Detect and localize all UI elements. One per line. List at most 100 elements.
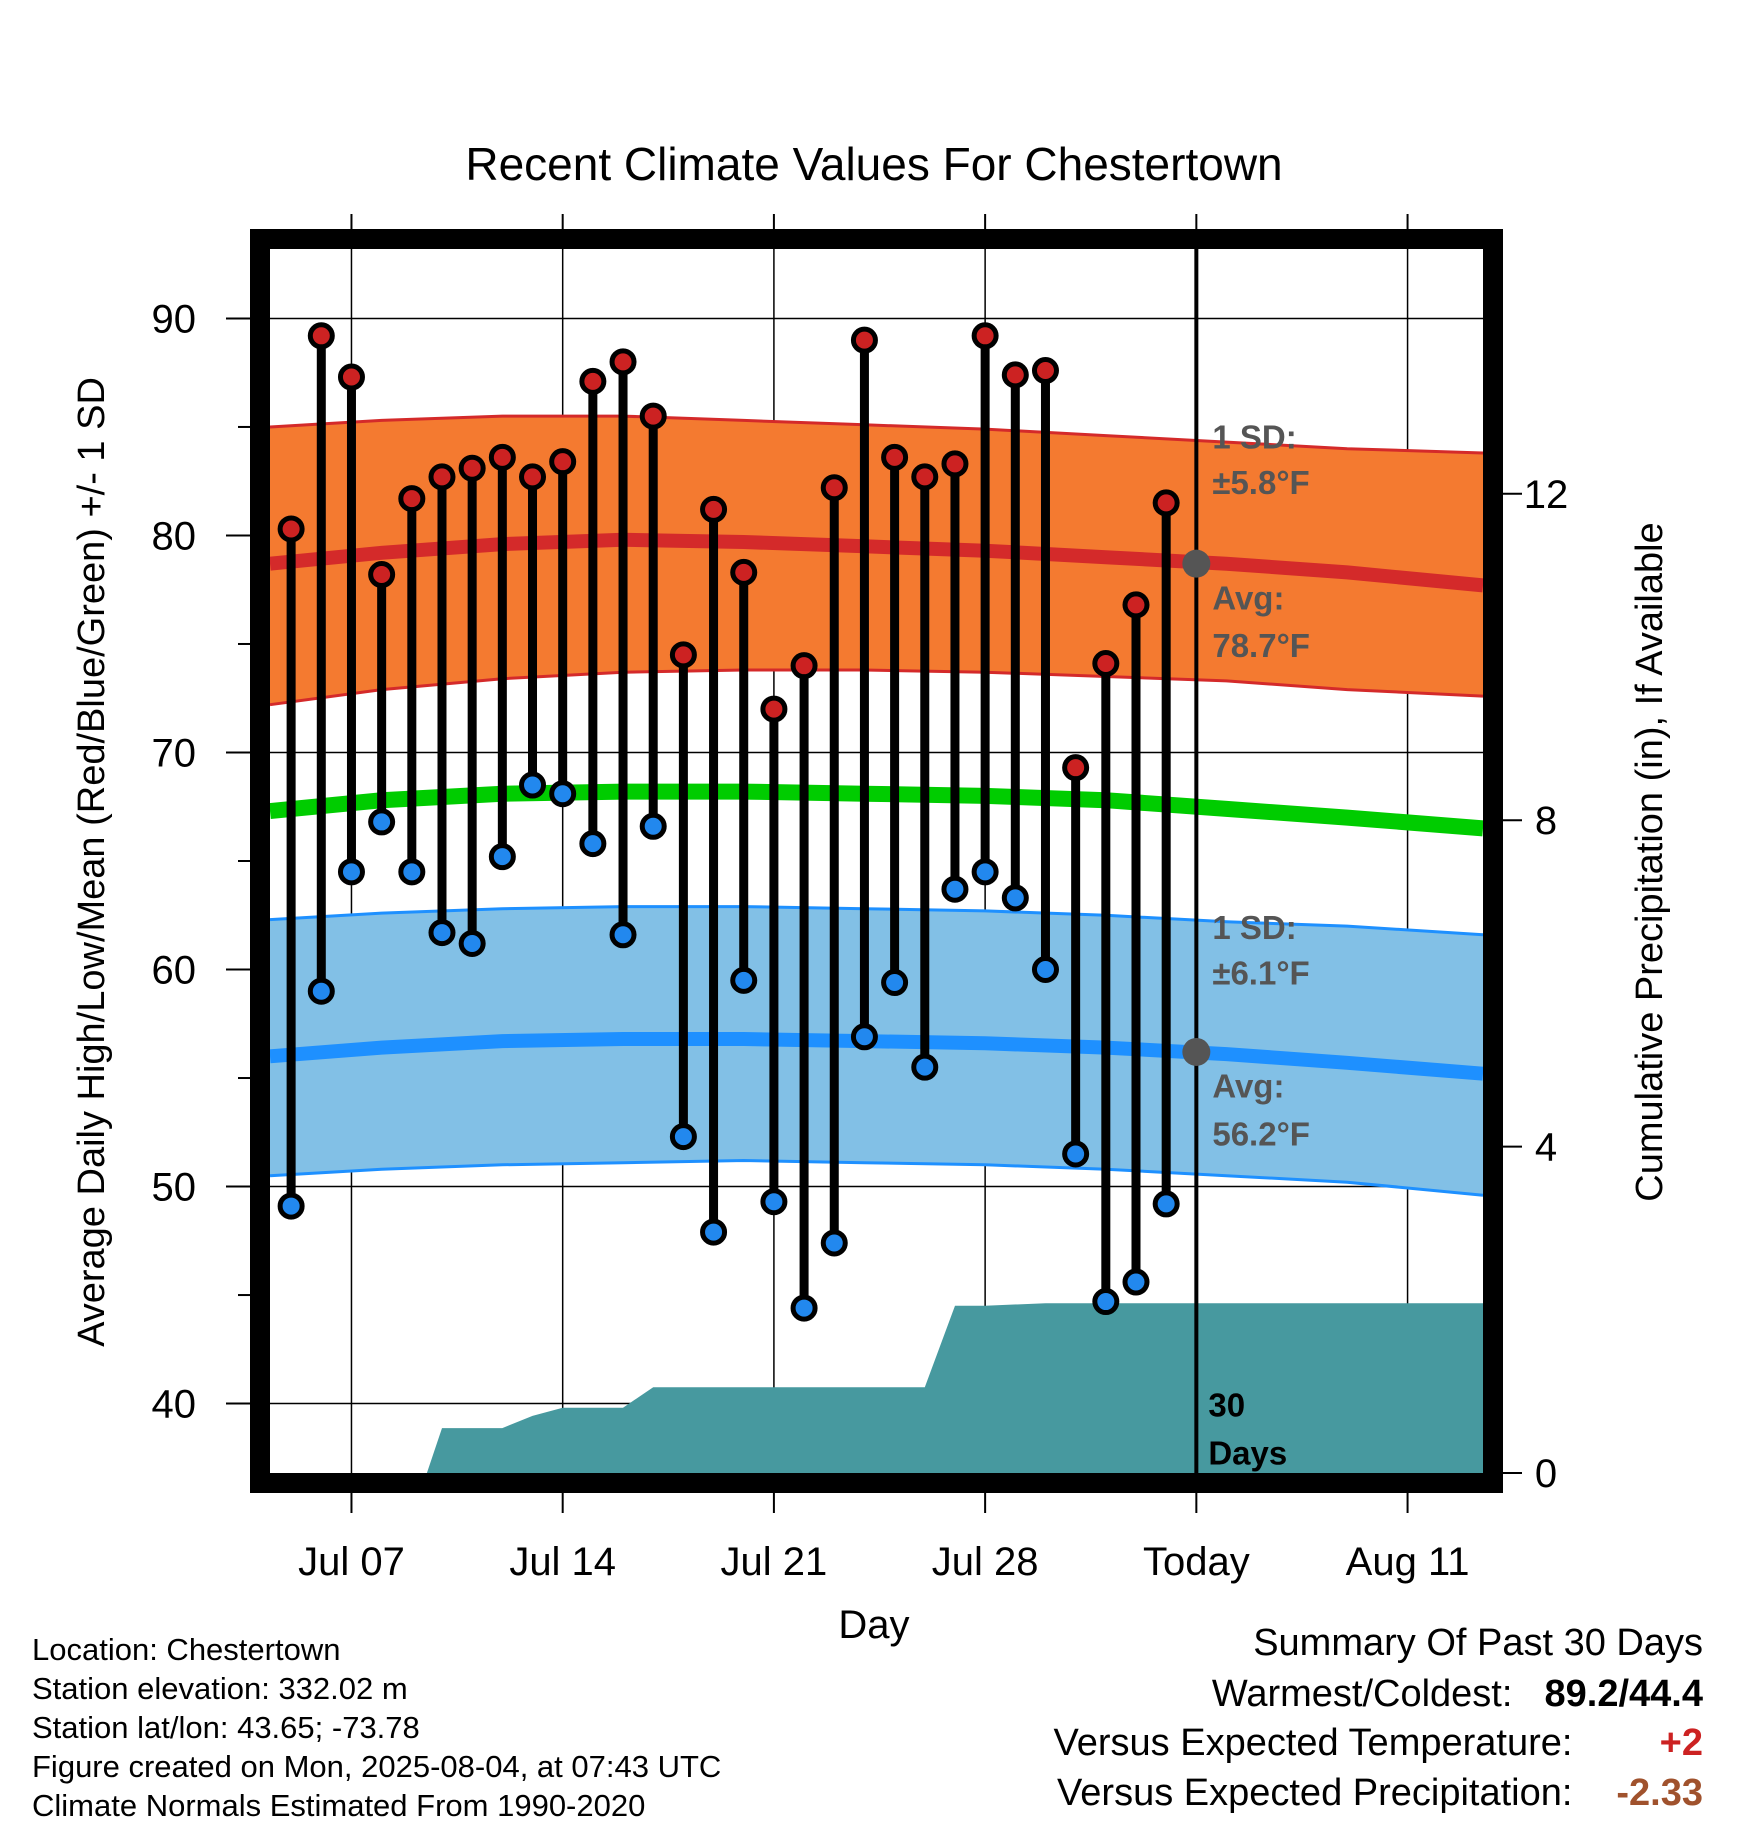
low-point bbox=[549, 780, 577, 808]
summary-title: Summary Of Past 30 Days bbox=[1253, 1622, 1703, 1664]
y2-tick-label: 0 bbox=[1535, 1452, 1557, 1496]
high-point bbox=[368, 561, 396, 589]
precip-area bbox=[270, 1303, 1483, 1473]
high-point bbox=[549, 448, 577, 476]
low-point bbox=[790, 1294, 818, 1322]
low-point bbox=[700, 1218, 728, 1246]
x-tick-label: Jul 14 bbox=[509, 1540, 616, 1584]
low-point bbox=[398, 858, 426, 886]
summary-precip-label: Versus Expected Precipitation: bbox=[1057, 1772, 1573, 1814]
low-point bbox=[669, 1123, 697, 1151]
y2-tick-label: 4 bbox=[1535, 1126, 1557, 1170]
high-point bbox=[760, 695, 788, 723]
low-sd-label: 1 SD: bbox=[1212, 909, 1296, 946]
summary-precip: Versus Expected Precipitation: -2.33 bbox=[1057, 1772, 1703, 1815]
summary-precip-value: -2.33 bbox=[1616, 1772, 1703, 1814]
low-point bbox=[1031, 956, 1059, 984]
high-point bbox=[488, 443, 516, 471]
x-axis-label: Day bbox=[838, 1603, 909, 1647]
high-point bbox=[730, 558, 758, 586]
info-created: Figure created on Mon, 2025-08-04, at 07… bbox=[32, 1749, 722, 1784]
high-point bbox=[428, 463, 456, 491]
low-point bbox=[911, 1053, 939, 1081]
low-point bbox=[428, 919, 456, 947]
high-point bbox=[458, 454, 486, 482]
high-point bbox=[1062, 754, 1090, 782]
y-tick-label: 90 bbox=[152, 297, 197, 341]
low-point bbox=[609, 921, 637, 949]
high-point bbox=[639, 402, 667, 430]
summary-warm-cold: Warmest/Coldest: 89.2/44.4 bbox=[1212, 1673, 1703, 1716]
x-tick-label: Jul 21 bbox=[721, 1540, 828, 1584]
low-point bbox=[277, 1192, 305, 1220]
high-point bbox=[1152, 489, 1180, 517]
high-point bbox=[850, 326, 878, 354]
low-point bbox=[639, 812, 667, 840]
today-high-avg-marker bbox=[1182, 549, 1211, 578]
high-point bbox=[911, 463, 939, 491]
high-point bbox=[700, 495, 728, 523]
high-point bbox=[820, 474, 848, 502]
x-tick-label: Jul 28 bbox=[932, 1540, 1039, 1584]
high-point bbox=[609, 348, 637, 376]
low-point bbox=[1092, 1288, 1120, 1316]
low-point bbox=[488, 843, 516, 871]
high-point bbox=[1031, 357, 1059, 385]
high-point bbox=[519, 463, 547, 491]
low-point bbox=[941, 875, 969, 903]
y-tick-label: 50 bbox=[152, 1166, 197, 1210]
info-elevation: Station elevation: 332.02 m bbox=[32, 1671, 408, 1706]
low-point bbox=[730, 966, 758, 994]
low-avg-value: 56.2°F bbox=[1212, 1115, 1310, 1152]
high-point bbox=[669, 641, 697, 669]
x-tick-label: Aug 11 bbox=[1346, 1540, 1470, 1584]
low-point bbox=[579, 830, 607, 858]
y-axis-label: Average Daily High/Low/Mean (Red/Blue/Gr… bbox=[71, 377, 113, 1347]
today-low-avg-marker bbox=[1182, 1037, 1211, 1066]
summary-warm-cold-label: Warmest/Coldest: bbox=[1211, 1673, 1513, 1715]
x-tick-label: Today bbox=[1143, 1540, 1250, 1584]
high-point bbox=[277, 515, 305, 543]
high-avg-label: Avg: bbox=[1212, 579, 1284, 616]
low-point bbox=[519, 771, 547, 799]
y-tick-label: 40 bbox=[152, 1383, 197, 1427]
low-point bbox=[368, 808, 396, 836]
summary-temp-label: Versus Expected Temperature: bbox=[1053, 1722, 1573, 1764]
low-point bbox=[1122, 1268, 1150, 1296]
high-point bbox=[398, 485, 426, 513]
y2-tick-label: 12 bbox=[1524, 473, 1569, 517]
low-point bbox=[307, 977, 335, 1005]
chart-title: Recent Climate Values For Chestertown bbox=[465, 138, 1282, 190]
high-point bbox=[1001, 361, 1029, 389]
low-point bbox=[458, 929, 486, 957]
high-avg-value: 78.7°F bbox=[1212, 627, 1310, 664]
summary-warm-cold-value: 89.2/44.4 bbox=[1544, 1673, 1703, 1715]
low-avg-label: Avg: bbox=[1212, 1068, 1284, 1105]
low-point bbox=[760, 1188, 788, 1216]
x-tick-label: Jul 07 bbox=[298, 1540, 405, 1584]
info-latlon: Station lat/lon: 43.65; -73.78 bbox=[32, 1710, 420, 1745]
plot-frame bbox=[250, 229, 1503, 1493]
y-tick-label: 80 bbox=[152, 514, 197, 558]
y-tick-label: 60 bbox=[152, 949, 197, 993]
info-location: Location: Chestertown bbox=[32, 1632, 341, 1667]
summary-temp-value: +2 bbox=[1659, 1722, 1703, 1764]
y-tick-label: 70 bbox=[152, 731, 197, 775]
precip-label-days: Days bbox=[1208, 1434, 1287, 1471]
low-point bbox=[1062, 1140, 1090, 1168]
high-point bbox=[941, 450, 969, 478]
high-point bbox=[881, 443, 909, 471]
high-sd-label: 1 SD: bbox=[1212, 419, 1296, 456]
low-sd-lower-line bbox=[269, 1158, 1484, 1197]
low-point bbox=[971, 858, 999, 886]
precip-label-days-count: 30 bbox=[1208, 1387, 1245, 1424]
high-point bbox=[337, 363, 365, 391]
y2-axis-label: Cumulative Precipitation (in), If Availa… bbox=[1629, 522, 1671, 1201]
high-sd-band bbox=[270, 416, 1483, 705]
low-point bbox=[881, 969, 909, 997]
high-point bbox=[579, 367, 607, 395]
low-point bbox=[1001, 884, 1029, 912]
high-point bbox=[307, 322, 335, 350]
info-normals: Climate Normals Estimated From 1990-2020 bbox=[32, 1788, 646, 1823]
